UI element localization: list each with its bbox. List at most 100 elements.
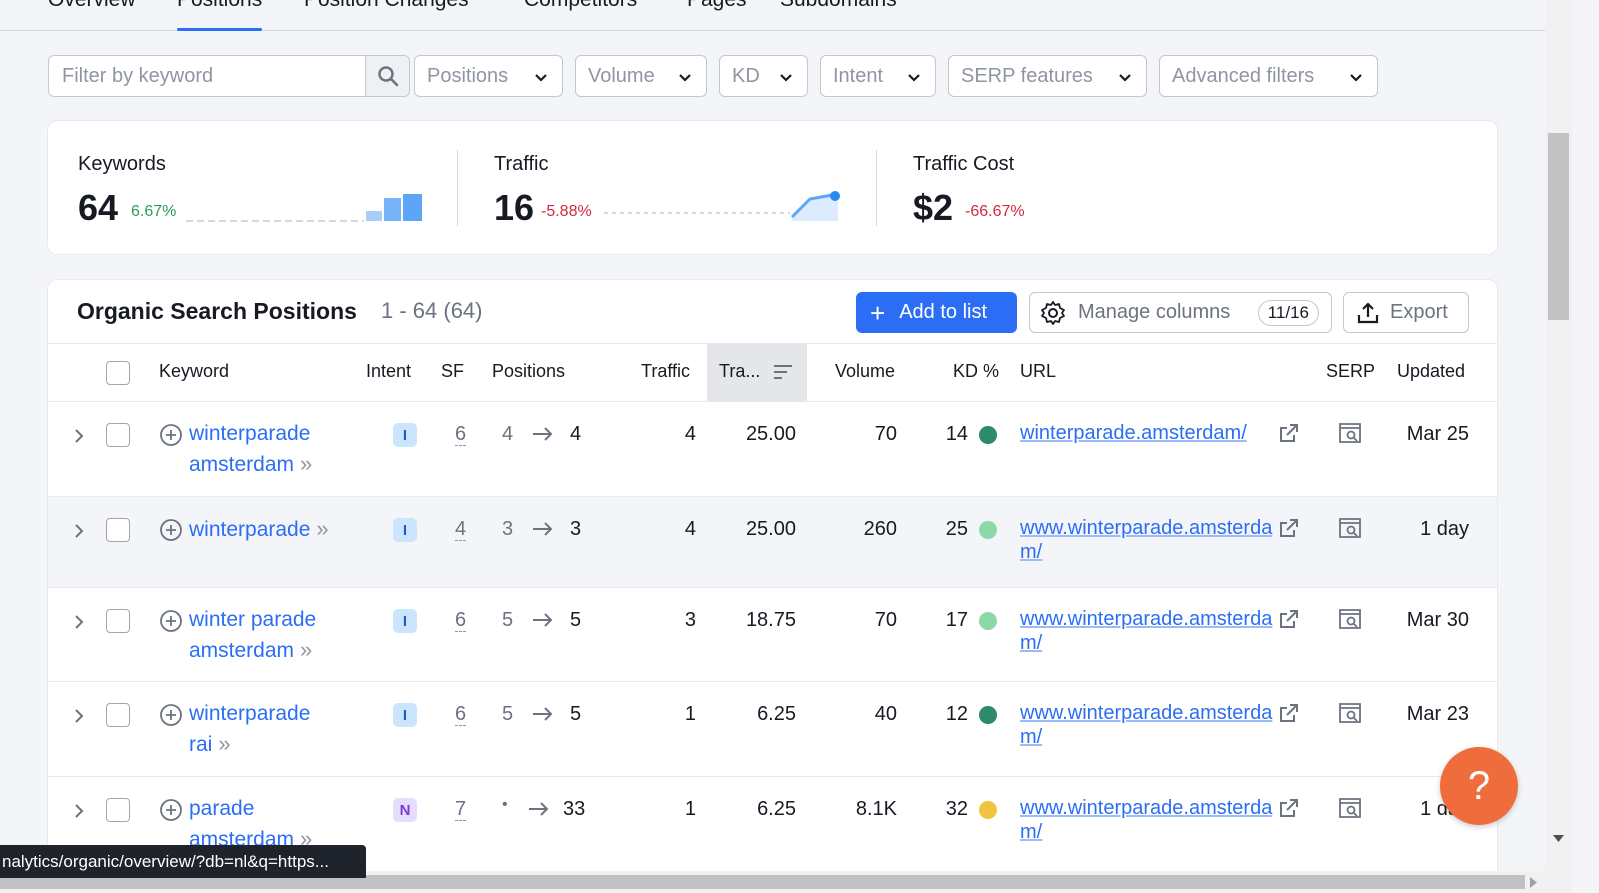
keyword-link[interactable]: winterparade (189, 702, 311, 725)
keyword-link[interactable]: parade (189, 797, 255, 820)
external-link-icon[interactable] (1278, 797, 1300, 819)
external-link-icon[interactable] (1278, 517, 1300, 539)
serp-features-count[interactable]: 6 (455, 423, 467, 446)
chevron-right-icon[interactable] (73, 523, 85, 539)
serp-features-count[interactable]: 4 (455, 518, 467, 541)
serp-snapshot-icon[interactable] (1338, 608, 1362, 630)
tab-position-changes[interactable]: Position Changes (304, 0, 469, 12)
serp-features-count[interactable]: 6 (455, 609, 467, 632)
external-link-icon[interactable] (1278, 608, 1300, 630)
vertical-scroll-thumb[interactable] (1548, 133, 1569, 320)
tab-pages[interactable]: Pages (687, 0, 747, 12)
sort-icon[interactable] (774, 364, 792, 380)
url-cell[interactable]: www.winterparade.amsterdam/ (1020, 607, 1275, 655)
keyword-link[interactable]: amsterdam (189, 453, 295, 476)
serp-snapshot-icon[interactable] (1338, 422, 1362, 444)
horizontal-scroll-thumb[interactable] (0, 875, 1525, 889)
positions-filter[interactable]: Positions (414, 55, 563, 97)
col-kd[interactable]: KD % (953, 361, 1000, 381)
add-keyword-icon[interactable] (159, 518, 183, 542)
volume-cell: 70 (874, 609, 897, 631)
help-button[interactable]: ? (1440, 747, 1518, 825)
external-link-icon[interactable] (1278, 422, 1300, 444)
manage-columns-button[interactable]: Manage columns 11/16 (1029, 292, 1332, 333)
row-checkbox[interactable] (106, 609, 130, 633)
tab-competitors[interactable]: Competitors (524, 0, 637, 12)
scroll-right-icon[interactable] (1530, 877, 1537, 888)
double-chevron-icon[interactable]: » (316, 516, 328, 541)
double-chevron-icon[interactable]: » (300, 637, 312, 662)
col-volume[interactable]: Volume (835, 361, 896, 381)
add-keyword-icon[interactable] (159, 423, 183, 447)
url-cell[interactable]: www.winterparade.amsterdam/ (1020, 701, 1275, 749)
keyword-link[interactable]: winterparade (189, 518, 311, 541)
add-to-list-button[interactable]: + Add to list (856, 292, 1017, 333)
keyword-filter-input[interactable] (49, 56, 365, 96)
chevron-right-icon[interactable] (73, 428, 85, 444)
kd-indicator (979, 612, 997, 630)
col-updated[interactable]: Updated (1397, 361, 1466, 381)
intent-filter[interactable]: Intent (820, 55, 936, 97)
updated-cell: Mar 30 (1406, 609, 1469, 631)
col-intent[interactable]: Intent (366, 361, 412, 381)
url-link[interactable]: www.winterparade.amsterdam/ (1020, 608, 1273, 654)
url-cell[interactable]: www.winterparade.amsterdam/ (1020, 796, 1275, 844)
external-link-icon[interactable] (1278, 702, 1300, 724)
table-header: Keyword Intent SF Positions Traffic Tra.… (48, 343, 1497, 402)
tab-positions[interactable]: Positions (177, 0, 263, 31)
traffic-cell: 1 (684, 798, 696, 820)
keyword-link[interactable]: winter parade (189, 608, 317, 631)
positions-filter-label: Positions (427, 64, 509, 87)
serp-snapshot-icon[interactable] (1338, 797, 1362, 819)
serp-snapshot-icon[interactable] (1338, 702, 1362, 724)
col-positions[interactable]: Positions (492, 361, 566, 381)
table-row[interactable]: winterparade amsterdam» I 6 4 4 4 25.00 … (48, 402, 1497, 497)
serp-features-count[interactable]: 7 (455, 798, 467, 821)
advanced-filters[interactable]: Advanced filters (1159, 55, 1378, 97)
row-checkbox[interactable] (106, 518, 130, 542)
url-link[interactable]: www.winterparade.amsterdam/ (1020, 702, 1273, 748)
chevron-right-icon[interactable] (73, 614, 85, 630)
url-cell[interactable]: winterparade.amsterdam/ (1020, 421, 1275, 445)
add-keyword-icon[interactable] (159, 703, 183, 727)
horizontal-scrollbar[interactable] (0, 871, 1545, 893)
col-url[interactable]: URL (1020, 361, 1057, 381)
col-keyword[interactable]: Keyword (159, 361, 230, 381)
keyword-link[interactable]: rai (189, 733, 213, 756)
tab-overview[interactable]: Overview (48, 0, 136, 12)
row-checkbox[interactable] (106, 798, 130, 822)
vertical-scrollbar[interactable] (1545, 0, 1572, 893)
serp-snapshot-icon[interactable] (1338, 517, 1362, 539)
table-row[interactable]: winterparade» I 4 3 3 4 25.00 260 25 www… (48, 497, 1497, 588)
add-keyword-icon[interactable] (159, 609, 183, 633)
serp-features-count[interactable]: 6 (455, 703, 467, 726)
keyword-link[interactable]: winterparade (189, 422, 311, 445)
export-button[interactable]: Export (1343, 292, 1469, 333)
sorted-column-bg (707, 344, 807, 402)
tab-subdomains[interactable]: Subdomains (780, 0, 897, 12)
col-traffic[interactable]: Traffic (641, 361, 691, 381)
row-checkbox[interactable] (106, 703, 130, 727)
add-keyword-icon[interactable] (159, 798, 183, 822)
select-all-checkbox[interactable] (106, 361, 130, 385)
url-link[interactable]: winterparade.amsterdam/ (1020, 422, 1247, 444)
kd-filter[interactable]: KD (719, 55, 808, 97)
double-chevron-icon[interactable]: » (218, 731, 230, 756)
table-row[interactable]: winterparade rai» I 6 5 5 1 6.25 40 12 w… (48, 682, 1497, 777)
url-cell[interactable]: www.winterparade.amsterdam/ (1020, 516, 1275, 564)
search-button[interactable] (365, 56, 409, 96)
col-serp[interactable]: SERP (1326, 361, 1376, 381)
table-row[interactable]: winter parade amsterdam» I 6 5 5 3 18.75… (48, 588, 1497, 682)
row-checkbox[interactable] (106, 423, 130, 447)
url-link[interactable]: www.winterparade.amsterdam/ (1020, 797, 1273, 843)
url-link[interactable]: www.winterparade.amsterdam/ (1020, 517, 1273, 563)
chevron-right-icon[interactable] (73, 803, 85, 819)
volume-filter[interactable]: Volume (575, 55, 707, 97)
double-chevron-icon[interactable]: » (300, 451, 312, 476)
scroll-down-icon[interactable] (1553, 835, 1564, 843)
col-sf[interactable]: SF (441, 361, 465, 381)
keyword-link[interactable]: amsterdam (189, 639, 295, 662)
chevron-right-icon[interactable] (73, 708, 85, 724)
col-traffic-percent[interactable]: Tra... (719, 361, 761, 381)
serp-features-filter[interactable]: SERP features (948, 55, 1147, 97)
